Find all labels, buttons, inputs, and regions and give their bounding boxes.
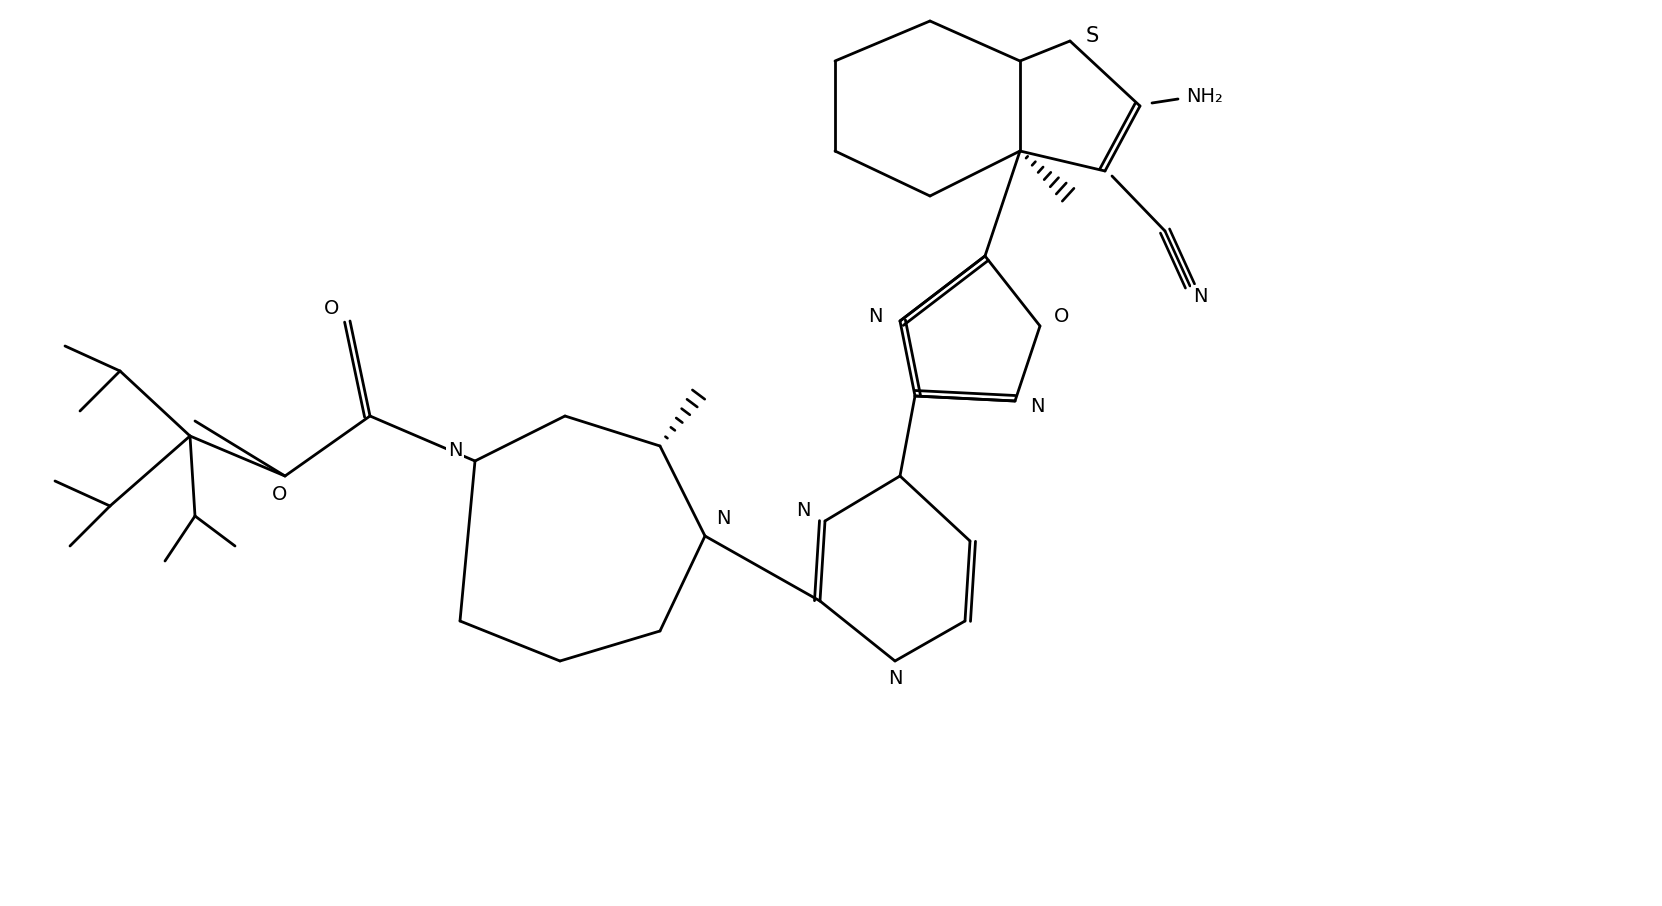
Text: O: O (324, 300, 339, 319)
Text: N: N (888, 670, 902, 689)
Text: N: N (447, 441, 462, 460)
Text: N: N (796, 502, 811, 521)
Text: N: N (1030, 397, 1044, 416)
Text: O: O (273, 485, 288, 504)
Text: S: S (1085, 26, 1099, 46)
Text: N: N (868, 306, 883, 325)
Text: N: N (716, 508, 730, 527)
Text: NH₂: NH₂ (1187, 86, 1223, 105)
Text: O: O (1054, 306, 1070, 325)
Text: N: N (1193, 286, 1207, 305)
